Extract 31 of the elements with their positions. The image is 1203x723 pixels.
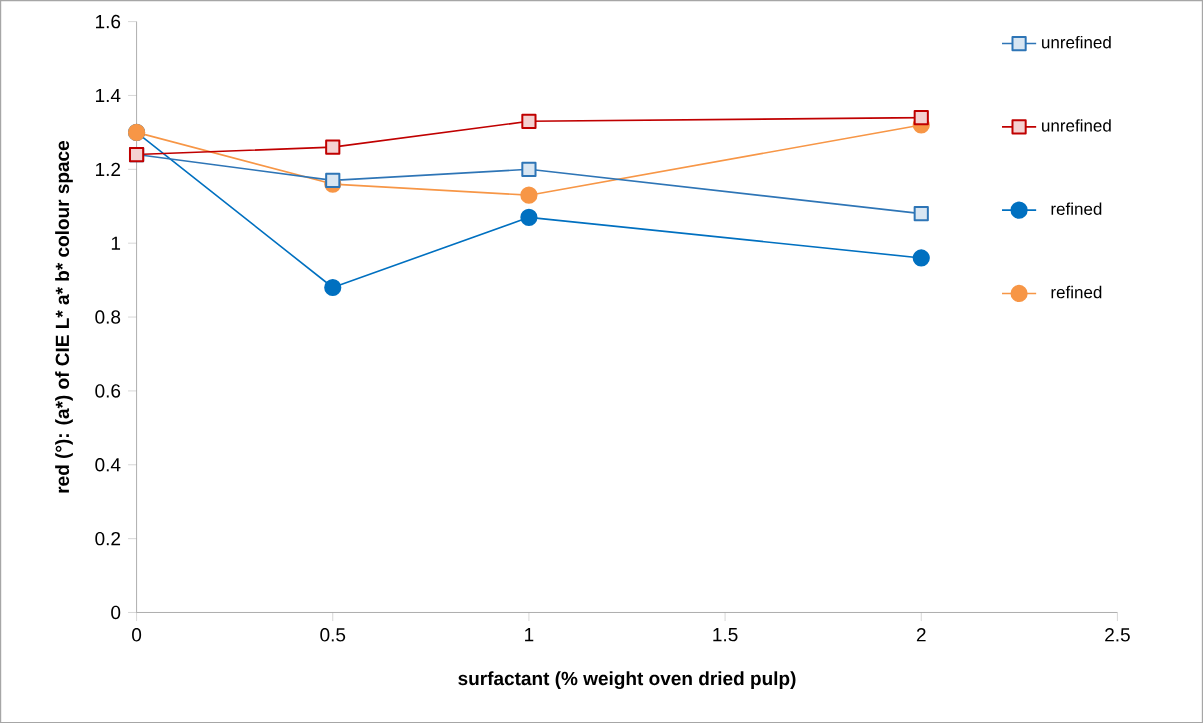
- y-tick-label: 0: [111, 605, 121, 620]
- point: [325, 172, 341, 188]
- point: [325, 139, 341, 155]
- x-tick-label: 2.5: [1105, 628, 1130, 642]
- x-tick-label: 0: [132, 628, 142, 642]
- point: [913, 206, 929, 222]
- x-tick-label: 1.5: [713, 628, 738, 642]
- x-tick-label: 2: [916, 628, 926, 642]
- y-tick-label: 1.4: [96, 88, 121, 102]
- point: [913, 109, 929, 126]
- legend-label: unrefined: [1042, 119, 1111, 132]
- y-tick-label: 0.4: [95, 458, 121, 472]
- y-tick-label: 1.2: [96, 162, 121, 176]
- legend-label: refined: [1051, 285, 1102, 299]
- y-tick-label: 0.6: [95, 384, 121, 398]
- legend-label: unrefined: [1042, 35, 1111, 49]
- point: [520, 186, 538, 204]
- point: [521, 161, 537, 177]
- point: [520, 208, 538, 226]
- y-tick-label: 1.6: [96, 14, 121, 29]
- y-tick-label: 0.8: [95, 310, 121, 324]
- y-axis-title: red (°): (a*) of CIE L* a* b* colour space: [55, 140, 73, 493]
- legend-label: refined: [1051, 202, 1102, 215]
- point: [324, 278, 342, 297]
- x-axis-title: surfactant (% weight oven dried pulp): [458, 671, 796, 690]
- x-tick-label: 1: [525, 628, 534, 642]
- point: [912, 249, 930, 267]
- x-tick-label: 0.5: [320, 628, 346, 642]
- point: [521, 113, 537, 129]
- y-tick-label: 0.2: [95, 531, 121, 546]
- y-tick-label: 1: [111, 236, 121, 250]
